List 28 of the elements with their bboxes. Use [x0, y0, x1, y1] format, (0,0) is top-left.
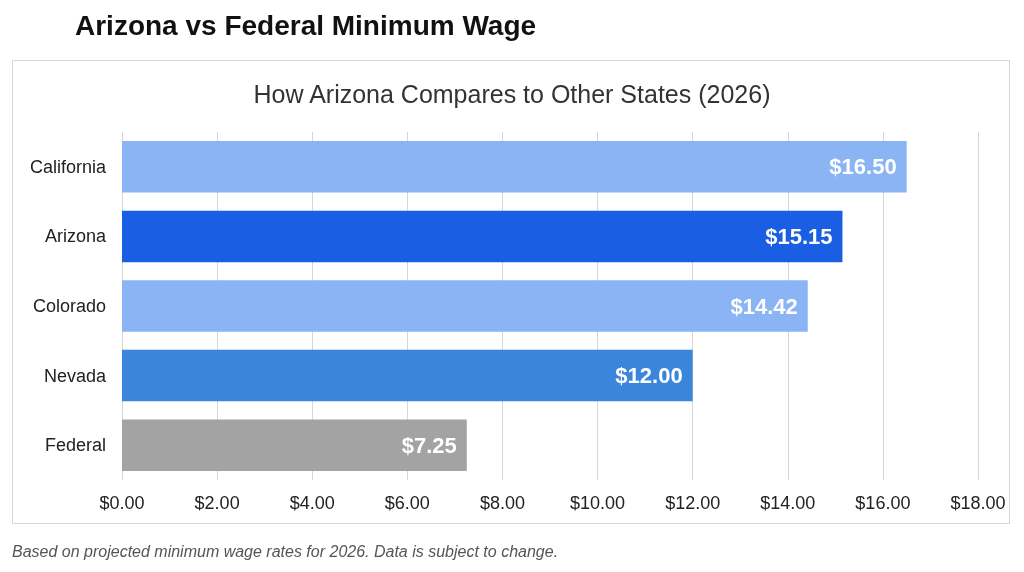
x-tick-label: $2.00: [194, 493, 240, 513]
x-tick-label: $10.00: [570, 493, 626, 513]
x-tick-label: $16.00: [855, 493, 911, 513]
bar: [122, 419, 467, 471]
y-tick-label: Arizona: [44, 226, 107, 247]
x-tick-label: $0.00: [99, 493, 145, 513]
chart-subtitle: How Arizona Compares to Other States (2026): [253, 79, 771, 108]
y-tick-label: Colorado: [32, 296, 106, 316]
data-label: $15.15: [765, 223, 833, 249]
y-tick-label: Federal: [44, 435, 106, 456]
bar: [122, 349, 693, 402]
chart-title: Arizona vs Federal Minimum Wage: [75, 9, 537, 41]
data-label: $12.00: [615, 363, 683, 389]
bar: [122, 280, 808, 332]
data-label: $16.50: [829, 154, 897, 180]
bar: [122, 141, 907, 193]
x-tick-label: $18.00: [950, 493, 1006, 513]
x-tick-label: $4.00: [289, 493, 335, 513]
data-label: $14.42: [730, 293, 798, 319]
bar: [122, 210, 843, 263]
y-tick-label: California: [29, 156, 107, 177]
x-tick-label: $8.00: [479, 493, 525, 513]
x-tick-label: $6.00: [384, 493, 430, 513]
x-tick-label: $12.00: [665, 493, 721, 513]
y-tick-label: Nevada: [43, 365, 107, 386]
text: Based on projected minimum wage rates for 2026. Data is subject to change.: [12, 542, 559, 560]
x-tick-label: $14.00: [760, 493, 816, 513]
data-label: $7.25: [401, 432, 457, 458]
